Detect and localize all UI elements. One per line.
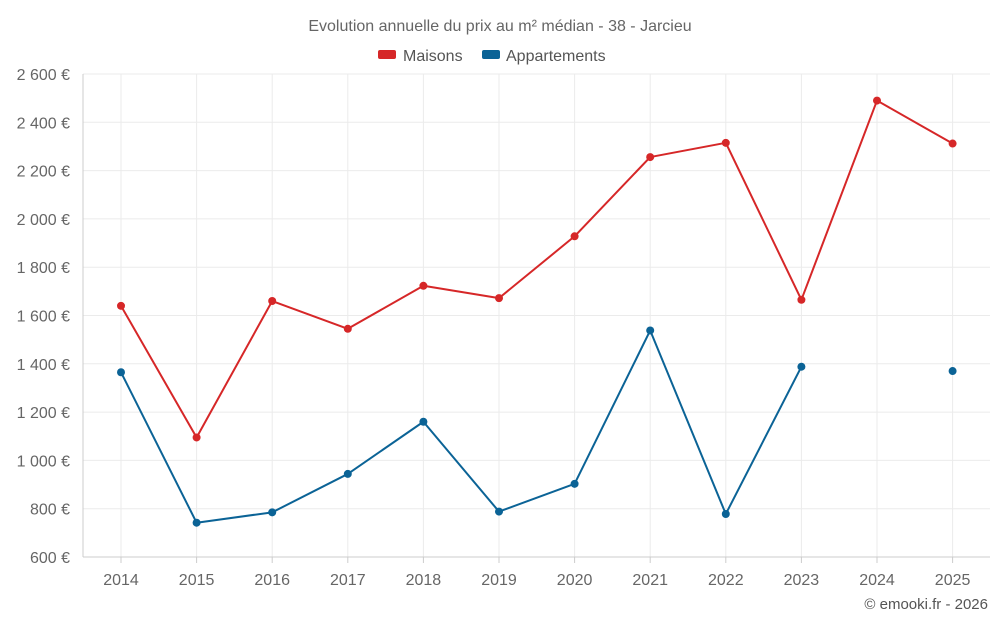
- data-point-appartements[interactable]: [721, 510, 730, 519]
- y-tick-label: 1 200 €: [17, 405, 70, 422]
- data-point-appartements[interactable]: [268, 508, 277, 517]
- data-point-appartements[interactable]: [797, 362, 806, 371]
- x-tick-label: 2024: [859, 572, 895, 589]
- credit-text: © emooki.fr - 2026: [864, 596, 988, 613]
- y-tick-label: 1 800 €: [17, 260, 70, 277]
- data-point-appartements[interactable]: [646, 326, 655, 335]
- x-tick-label: 2019: [481, 572, 517, 589]
- x-tick-label: 2020: [557, 572, 593, 589]
- y-axis: 600 € 800 € 1 000 € 1 200 € 1 400 € 1 600 € 1 …: [17, 67, 84, 567]
- data-point-maisons[interactable]: [646, 153, 655, 162]
- x-axis: 2014 2015 2016 2017 2018 2019 2020 2021 2022 2023…: [83, 556, 990, 589]
- y-tick-label: 1 400 €: [17, 357, 70, 374]
- legend-item-appartements[interactable]: Appartements: [482, 48, 606, 65]
- x-tick-label: 2014: [103, 572, 139, 589]
- data-point-appartements[interactable]: [117, 368, 125, 377]
- data-point-appartements[interactable]: [570, 479, 579, 488]
- data-point-maisons[interactable]: [495, 294, 503, 303]
- x-tick-label: 2025: [935, 572, 971, 589]
- chart-title: Evolution annuelle du prix au m² médian …: [308, 18, 691, 35]
- data-point-maisons[interactable]: [797, 295, 806, 304]
- data-point-maisons[interactable]: [419, 281, 428, 290]
- data-point-maisons[interactable]: [948, 139, 957, 148]
- x-tick-label: 2015: [179, 572, 215, 589]
- y-tick-label: 2 600 €: [17, 67, 70, 84]
- y-tick-label: 2 200 €: [17, 164, 70, 181]
- y-tick-label: 2 000 €: [17, 212, 70, 229]
- data-point-appartements[interactable]: [419, 417, 428, 426]
- y-tick-label: 2 400 €: [17, 115, 70, 132]
- data-point-appartements[interactable]: [343, 469, 352, 478]
- x-tick-label: 2021: [632, 572, 668, 589]
- data-point-maisons[interactable]: [192, 433, 201, 442]
- data-point-maisons[interactable]: [343, 324, 352, 333]
- series-line-appartements: [120, 329, 803, 524]
- legend-item-maisons[interactable]: Maisons: [378, 48, 463, 65]
- data-point-appartements[interactable]: [948, 367, 957, 376]
- x-tick-label: 2017: [330, 572, 366, 589]
- data-point-maisons[interactable]: [117, 301, 125, 310]
- legend: Maisons Appartements: [378, 48, 606, 65]
- legend-label-appartements: Appartements: [506, 48, 606, 65]
- gridlines: [83, 73, 990, 558]
- data-point-appartements[interactable]: [495, 507, 503, 516]
- x-tick-label: 2016: [254, 572, 290, 589]
- y-tick-label: 1 000 €: [17, 453, 70, 470]
- data-point-maisons[interactable]: [570, 232, 579, 241]
- data-point-maisons[interactable]: [873, 96, 881, 105]
- series-maisons: [117, 96, 957, 442]
- series: [117, 96, 957, 527]
- x-tick-label: 2023: [784, 572, 820, 589]
- data-point-maisons[interactable]: [721, 138, 730, 147]
- series-line-maisons: [120, 99, 954, 439]
- y-tick-label: 800 €: [30, 502, 70, 519]
- legend-label-maisons: Maisons: [403, 48, 463, 65]
- data-point-maisons[interactable]: [268, 297, 277, 306]
- x-tick-label: 2022: [708, 572, 744, 589]
- y-tick-label: 600 €: [30, 550, 70, 567]
- series-appartements: [117, 326, 957, 527]
- legend-swatch-maisons: [378, 50, 396, 59]
- y-tick-label: 1 600 €: [17, 309, 70, 326]
- legend-swatch-appartements: [482, 50, 500, 59]
- data-point-appartements[interactable]: [192, 518, 201, 527]
- x-tick-label: 2018: [406, 572, 442, 589]
